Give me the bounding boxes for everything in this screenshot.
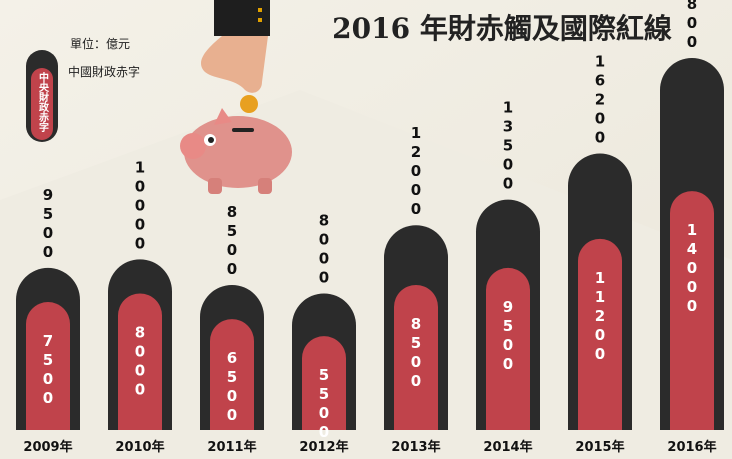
value-label: 7500 [39,332,57,408]
bar [394,284,438,430]
value-label: 8500 [223,203,241,279]
bar [578,238,622,430]
value-label: 12000 [407,124,425,219]
value-label: 21800 [683,0,701,52]
x-tick-label: 2015年 [575,439,624,455]
bar [26,302,70,430]
x-tick-label: 2016年 [667,439,716,455]
bar [118,293,162,430]
value-label: 16200 [591,53,609,148]
piggy-illustration [180,0,292,194]
unit-label: 單位：億元 [70,36,130,51]
value-label: 6500 [223,349,241,425]
chart-title: 2016 年財赤觸及國際紅線 [332,12,672,45]
value-label: 9500 [39,186,57,262]
bar [302,336,346,430]
bar [486,267,530,430]
value-label: 14000 [683,221,701,316]
x-tick-label: 2010年 [115,439,164,455]
legend-swatch [31,68,53,140]
x-tick-label: 2014年 [483,439,532,455]
value-label: 13500 [499,99,517,194]
x-tick-label: 2012年 [299,439,348,455]
bar [210,319,254,430]
value-label: 8000 [131,323,149,399]
x-tick-label: 2011年 [207,439,256,455]
legend: 單位：億元 中央財政赤字 中國財政赤字 [26,36,140,142]
value-label: 11200 [591,269,609,364]
bg-shape [0,90,732,459]
value-label: 9500 [499,298,517,374]
bar [670,191,714,430]
x-tick-label: 2013年 [391,439,440,455]
value-label: 8500 [407,315,425,391]
value-label: 10000 [131,158,149,253]
legend-label: 中央財政赤字 [37,71,50,133]
legend-label: 中國財政赤字 [68,64,140,79]
value-label: 8000 [315,211,333,287]
value-label: 5500 [315,366,333,442]
x-tick-label: 2009年 [23,439,72,455]
